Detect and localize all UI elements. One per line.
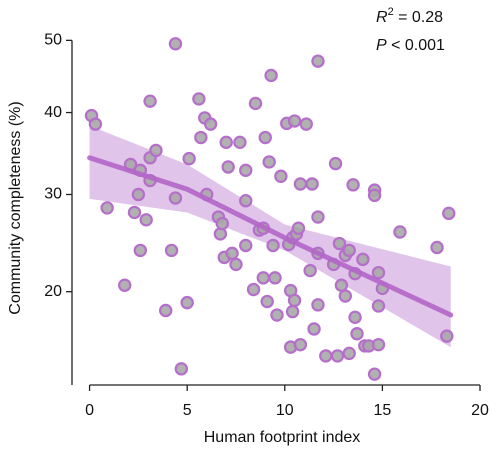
data-point [342, 243, 356, 258]
x-tick-label: 10 [276, 402, 294, 419]
fit-line [87, 155, 454, 318]
data-point [430, 240, 444, 255]
data-point [180, 295, 194, 310]
data-point [256, 271, 271, 285]
data-point [262, 155, 276, 169]
data-point [440, 329, 454, 343]
data-point [338, 289, 353, 303]
data-point [348, 310, 362, 325]
data-point [133, 243, 148, 258]
p-value: P < 0.001 [376, 37, 445, 54]
data-point [442, 206, 456, 221]
data-point [293, 337, 308, 352]
data-point [268, 271, 282, 285]
data-point [118, 278, 132, 292]
data-point [149, 143, 163, 158]
data-point [168, 37, 183, 51]
data-point [393, 225, 407, 239]
data-point [274, 169, 288, 183]
data-point [307, 322, 321, 336]
y-tick-label: 40 [44, 104, 62, 121]
y-tick-label: 50 [44, 32, 62, 49]
r-symbol: R [376, 9, 388, 26]
data-point [287, 114, 302, 128]
r-squared: R2 = 0.28 [376, 6, 443, 26]
data-point [248, 96, 263, 111]
data-point [221, 160, 235, 174]
x-tick-label: 0 [85, 402, 94, 419]
data-point [293, 177, 308, 191]
data-point [311, 54, 325, 68]
data-point [194, 130, 208, 145]
data-point [239, 194, 253, 208]
data-point [328, 156, 343, 171]
data-point [287, 293, 302, 308]
data-point [192, 92, 206, 106]
x-tick-label: 5 [183, 402, 192, 419]
data-point [356, 252, 370, 267]
data-point [239, 238, 253, 253]
data-point [330, 349, 345, 363]
data-point [159, 303, 173, 318]
p-symbol: P [376, 37, 387, 54]
data-point [215, 216, 230, 231]
data-point [203, 117, 218, 131]
data-point [100, 201, 114, 215]
data-point [239, 163, 253, 178]
data-point [229, 257, 243, 272]
data-point [219, 135, 233, 150]
data-point [311, 210, 325, 224]
x-tick-label: 20 [471, 402, 489, 419]
r-text: = 0.28 [394, 9, 443, 26]
x-tick-label: 15 [373, 402, 391, 419]
data-point [182, 151, 196, 166]
data-point [225, 246, 239, 261]
data-point [305, 177, 319, 191]
data-point [174, 362, 189, 376]
data-point [291, 221, 306, 235]
data-point [168, 191, 183, 205]
data-point [303, 263, 317, 278]
y-axis-label: Community completeness (%) [7, 101, 24, 314]
data-point [143, 94, 157, 108]
data-point [260, 294, 274, 309]
data-point [367, 188, 382, 203]
data-point [371, 299, 386, 313]
data-point [342, 346, 356, 361]
data-point [139, 213, 153, 227]
data-point [164, 243, 179, 258]
data-point [346, 178, 360, 192]
data-point [88, 117, 103, 131]
data-point [127, 205, 142, 220]
data-point [246, 282, 261, 297]
data-point [350, 327, 364, 341]
data-point [213, 227, 228, 241]
data-point [319, 349, 333, 363]
data-point [233, 135, 247, 150]
y-tick-label: 30 [44, 186, 62, 203]
data-point [299, 117, 313, 131]
data-point [332, 236, 347, 251]
data-point [371, 265, 386, 280]
data-point [258, 130, 272, 145]
data-point [270, 308, 284, 322]
p-text: < 0.001 [387, 37, 445, 54]
data-point [334, 278, 349, 292]
data-point [266, 238, 280, 253]
r-power: 2 [388, 6, 394, 18]
x-axis-label: Human footprint index [204, 429, 361, 446]
data-point [131, 187, 146, 202]
data-point [371, 337, 386, 352]
data-point [311, 298, 325, 312]
confidence-band [89, 125, 451, 348]
data-point [367, 367, 382, 381]
data-point [285, 304, 300, 319]
data-point [264, 68, 278, 83]
y-tick-label: 20 [44, 283, 62, 300]
